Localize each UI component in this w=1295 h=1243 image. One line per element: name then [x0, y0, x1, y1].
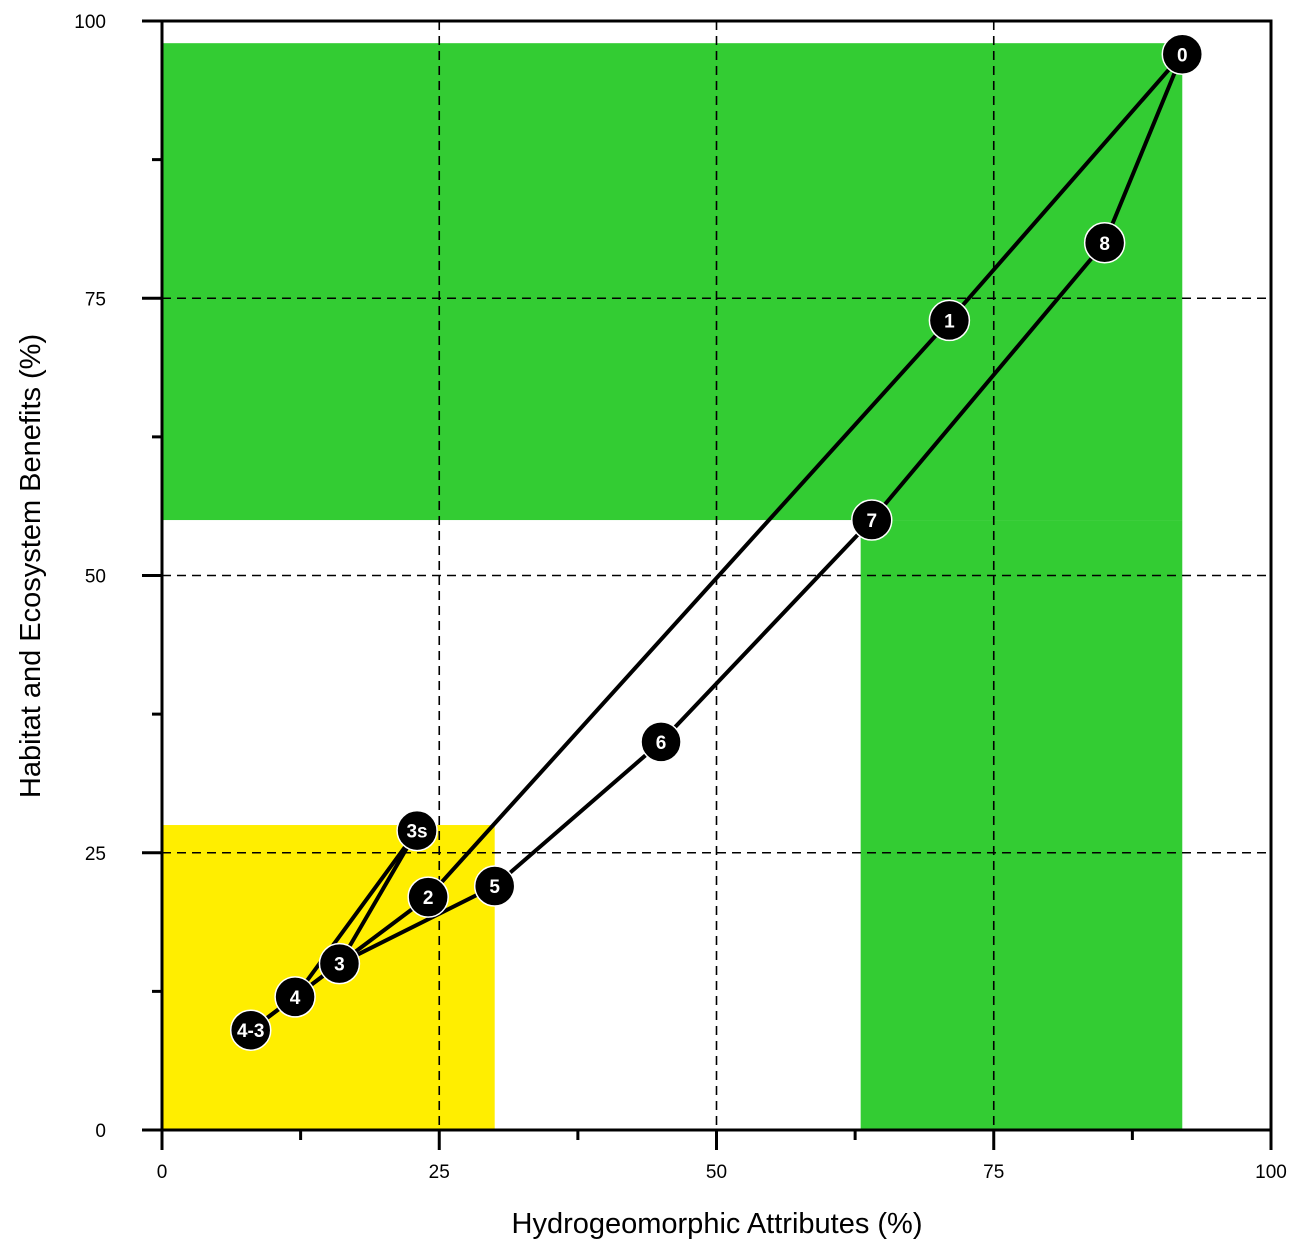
- data-point-0: 0: [1161, 33, 1204, 76]
- data-point-marker: [1083, 222, 1126, 264]
- data-point-label: 4-3: [237, 1021, 264, 1042]
- x-tick-label-0: 0: [157, 1162, 168, 1183]
- y-tick-label-50: 50: [85, 567, 106, 588]
- data-point-5: 5: [473, 865, 516, 907]
- data-point-label: 5: [489, 877, 500, 898]
- shaded-region-0: [162, 43, 1183, 521]
- data-point-label: 3s: [406, 822, 427, 843]
- data-points: 0 1 2 3 3s 4 4-3 5 6 7 8: [229, 33, 1204, 1051]
- x-tick-label-100: 100: [1255, 1162, 1287, 1183]
- data-point-label: 4: [290, 988, 301, 1009]
- data-point-marker: [640, 721, 682, 763]
- x-tick-label-50: 50: [706, 1162, 727, 1183]
- data-point-label: 6: [656, 733, 667, 754]
- shaded-region-1: [860, 520, 1183, 1130]
- axis-ticks: [142, 19, 1273, 1150]
- x-axis-title: Hydrogeomorphic Attributes (%): [512, 1208, 923, 1240]
- data-point-4: 4: [274, 976, 316, 1018]
- x-tick-label-75: 75: [983, 1162, 1004, 1183]
- series-line-3: [293, 829, 419, 999]
- y-axis-title: Habitat and Ecosystem Benefits (%): [15, 334, 47, 798]
- data-point-marker: [928, 299, 971, 342]
- series-line-2: [337, 829, 419, 965]
- data-point-marker: [851, 499, 893, 541]
- data-point-marker: [473, 865, 516, 907]
- y-tick-label-25: 25: [85, 844, 106, 865]
- data-point-label: 8: [1099, 234, 1110, 255]
- data-point-6: 6: [640, 721, 682, 763]
- data-point-1: 1: [928, 299, 971, 342]
- data-point-label: 7: [866, 511, 877, 532]
- data-point-label: 0: [1177, 45, 1188, 66]
- data-point-label: 3: [334, 955, 345, 976]
- gridlines: [162, 21, 1271, 1130]
- data-point-3s: 3s: [396, 809, 438, 852]
- data-point-3: 3: [318, 942, 361, 985]
- data-point-marker: [274, 976, 316, 1018]
- data-point-marker: [229, 1009, 272, 1051]
- data-point-label: 2: [423, 888, 434, 909]
- data-point-4-3: 4-3: [229, 1009, 272, 1051]
- x-tick-label-25: 25: [429, 1162, 450, 1183]
- data-point-label: 1: [944, 311, 955, 332]
- y-tick-label-100: 100: [74, 12, 106, 33]
- shaded-regions: [162, 43, 1183, 1130]
- data-point-2: 2: [407, 876, 449, 918]
- y-tick-label-0: 0: [95, 1121, 106, 1142]
- data-point-marker: [396, 809, 438, 852]
- data-point-marker: [407, 876, 449, 918]
- data-point-7: 7: [851, 499, 893, 541]
- y-tick-label-75: 75: [85, 289, 106, 310]
- data-point-8: 8: [1083, 222, 1126, 264]
- data-point-marker: [1161, 33, 1204, 76]
- data-point-marker: [318, 942, 361, 985]
